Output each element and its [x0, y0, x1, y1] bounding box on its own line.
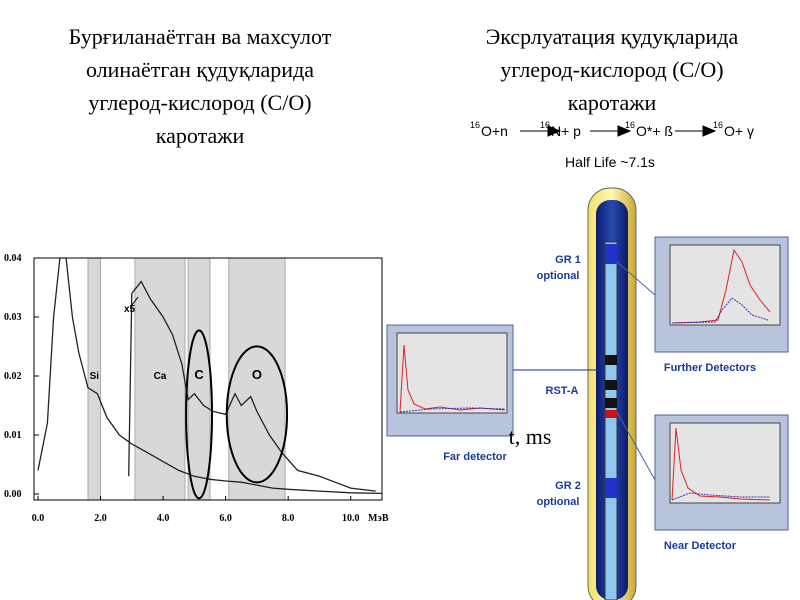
spectrum-line	[128, 280, 376, 492]
inset-curve	[671, 492, 770, 501]
detector-label: Near Detector	[664, 540, 737, 552]
tool-label: RST-A	[546, 385, 579, 397]
detector-label: Far detector	[443, 451, 507, 463]
y-tick-label: 0.00	[4, 489, 22, 500]
left-title-line: каротажи	[156, 123, 245, 148]
inset-curve	[399, 407, 506, 413]
y-tick-label: 0.04	[4, 253, 22, 264]
x-tick-label: 4.0	[157, 513, 170, 524]
reaction-term: O*+ ß	[636, 123, 673, 139]
detector-label: Further Detectors	[664, 362, 756, 374]
source-block	[605, 410, 617, 418]
left-title-line: олинаётган қудуқларида	[86, 57, 314, 82]
inset-plot	[669, 422, 781, 504]
mass-number: 16	[713, 120, 723, 130]
x-tick-label: 0.0	[32, 513, 45, 524]
detector-block	[605, 355, 617, 365]
near-inset	[616, 411, 789, 531]
detector-block	[605, 380, 617, 390]
region-label: O	[252, 367, 262, 382]
arrow	[590, 125, 632, 137]
inset-curve	[671, 248, 771, 324]
reaction-term: O+n	[481, 123, 508, 139]
region-band	[228, 257, 286, 501]
reaction-term: O+ γ	[724, 123, 754, 139]
further-inset	[616, 236, 789, 353]
right-title-line: каротажи	[568, 90, 657, 115]
reaction-term: N+ p	[551, 123, 581, 139]
region-label: Ca	[154, 371, 167, 382]
mass-number: 16	[625, 120, 635, 130]
region-ellipse	[185, 329, 214, 500]
tool-label: optional	[537, 270, 580, 282]
inset-plot	[669, 244, 781, 326]
connector	[616, 411, 656, 481]
right-title-line: углерод-кислород (С/О)	[500, 57, 723, 82]
inset-curve	[671, 427, 771, 501]
x-tick-label: 6.0	[219, 513, 232, 524]
x-tick-label: 8.0	[282, 513, 295, 524]
right-title-line: Эксрлуатация қудуқларида	[486, 24, 739, 49]
scale-note: x5	[124, 304, 136, 315]
gr1-block	[605, 244, 617, 264]
mass-number: 16	[470, 120, 480, 130]
left-title-line: Бурғиланаётган ва махсулот	[69, 24, 332, 49]
mass-number: 16	[540, 120, 550, 130]
x-tick-label: 10.0	[342, 513, 360, 524]
inset-curve	[671, 297, 769, 324]
spectrum-line	[37, 257, 383, 495]
tool-label: GR 1	[555, 254, 581, 266]
detector-block	[605, 398, 617, 408]
y-tick-label: 0.03	[4, 312, 22, 323]
time-label: t, ms	[509, 424, 552, 449]
tool-label: GR 2	[555, 480, 581, 492]
connector	[616, 261, 656, 296]
arrow	[675, 125, 717, 137]
x-unit: МэВ	[368, 513, 389, 524]
scale-pointer	[131, 296, 139, 306]
inset-plot	[396, 332, 508, 414]
far-inset	[386, 324, 605, 437]
tool-label: optional	[537, 496, 580, 508]
gr2-block	[605, 478, 617, 498]
y-tick-label: 0.02	[4, 371, 22, 382]
half-life: Half Life ~7.1s	[565, 154, 655, 170]
x-tick-label: 2.0	[94, 513, 107, 524]
arrow	[520, 125, 562, 137]
left-title-line: углерод-кислород (С/О)	[88, 90, 311, 115]
region-label: Si	[90, 371, 100, 382]
tool-strip	[604, 241, 618, 600]
plot-frame	[33, 257, 383, 501]
region-label: C	[194, 367, 204, 382]
y-tick-label: 0.01	[4, 430, 22, 441]
region-ellipse	[225, 345, 289, 484]
